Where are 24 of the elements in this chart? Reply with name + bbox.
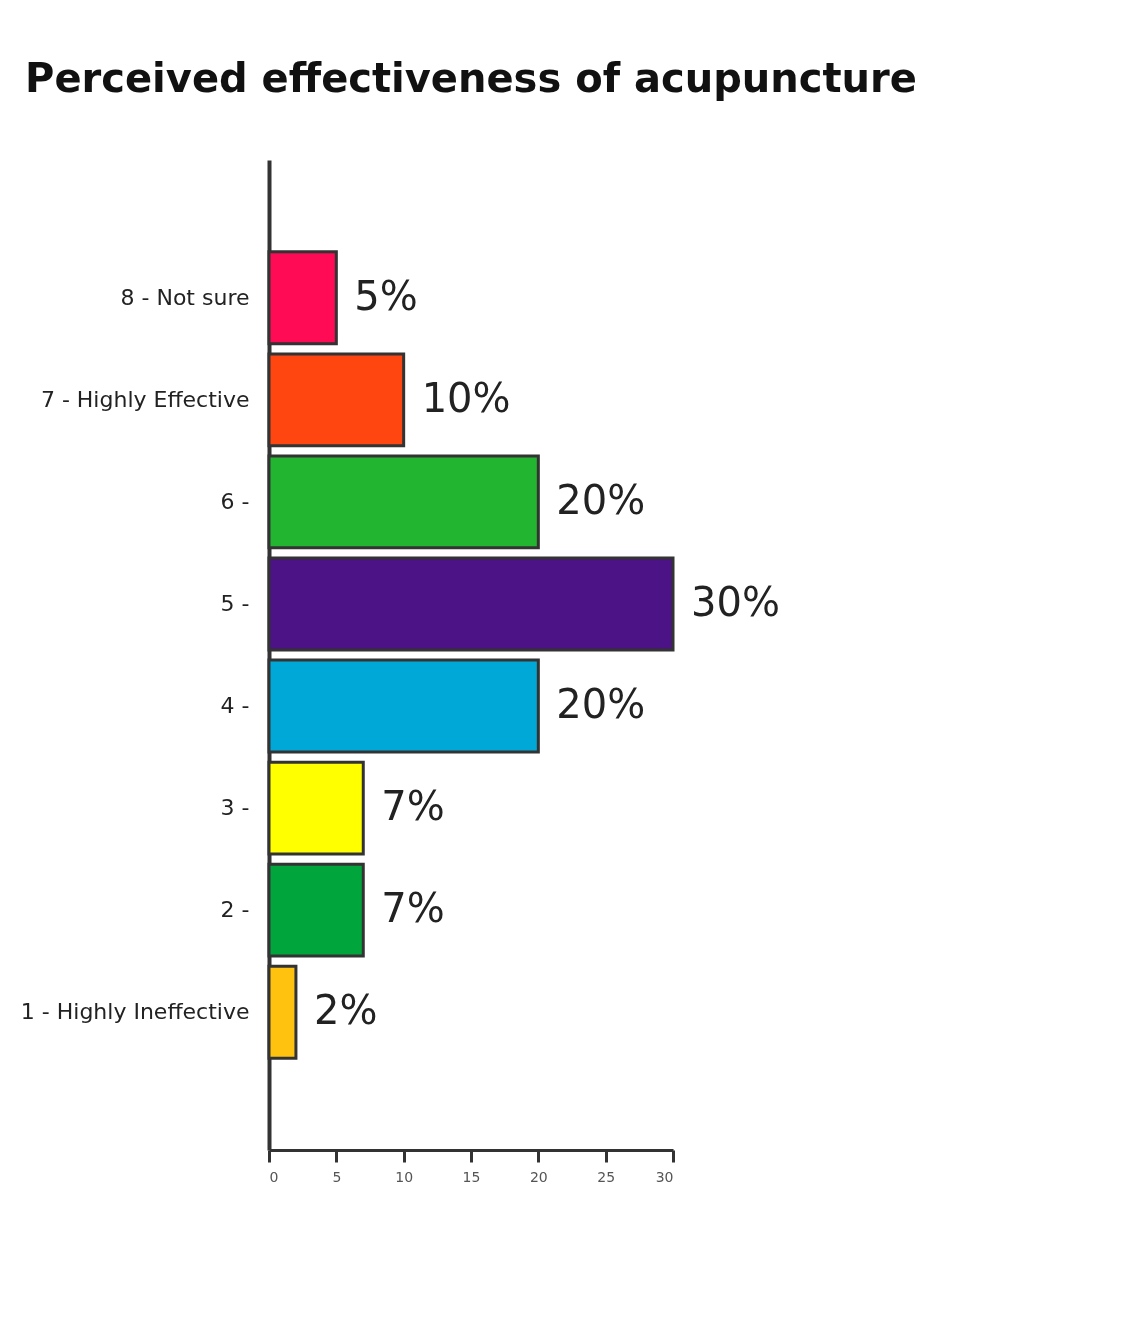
data-label: 7% [381, 783, 445, 830]
data-label: 20% [556, 476, 646, 523]
x-tick-label: 5 [332, 1168, 342, 1185]
data-label: 20% [556, 681, 646, 728]
y-tick-label: 3 - [220, 795, 250, 821]
data-label: 7% [381, 885, 445, 932]
data-label: 10% [421, 374, 511, 421]
x-tick-label: 25 [597, 1168, 616, 1185]
y-tick-label: 6 - [220, 488, 250, 514]
y-tick-label: 7 - Highly Effective [40, 386, 250, 412]
y-tick-label: 5 - [220, 590, 250, 616]
chart-title: Perceived effectiveness of acupuncture [25, 55, 917, 101]
x-tick-label: 15 [462, 1168, 481, 1185]
y-tick-label: 1 - Highly Ineffective [20, 999, 250, 1025]
x-tick-label: 10 [395, 1168, 414, 1185]
data-label: 30% [691, 578, 780, 625]
y-tick-label: 2 - [220, 897, 250, 923]
data-label: 2% [313, 987, 378, 1034]
x-tick-label: 20 [529, 1168, 548, 1185]
y-tick-label: 4 - [220, 693, 250, 719]
data-label: 5% [354, 272, 418, 319]
y-tick-label: 8 - Not sure [120, 284, 250, 310]
x-tick-label: 0 [269, 1168, 279, 1185]
x-tick-label: 30 [655, 1168, 674, 1185]
